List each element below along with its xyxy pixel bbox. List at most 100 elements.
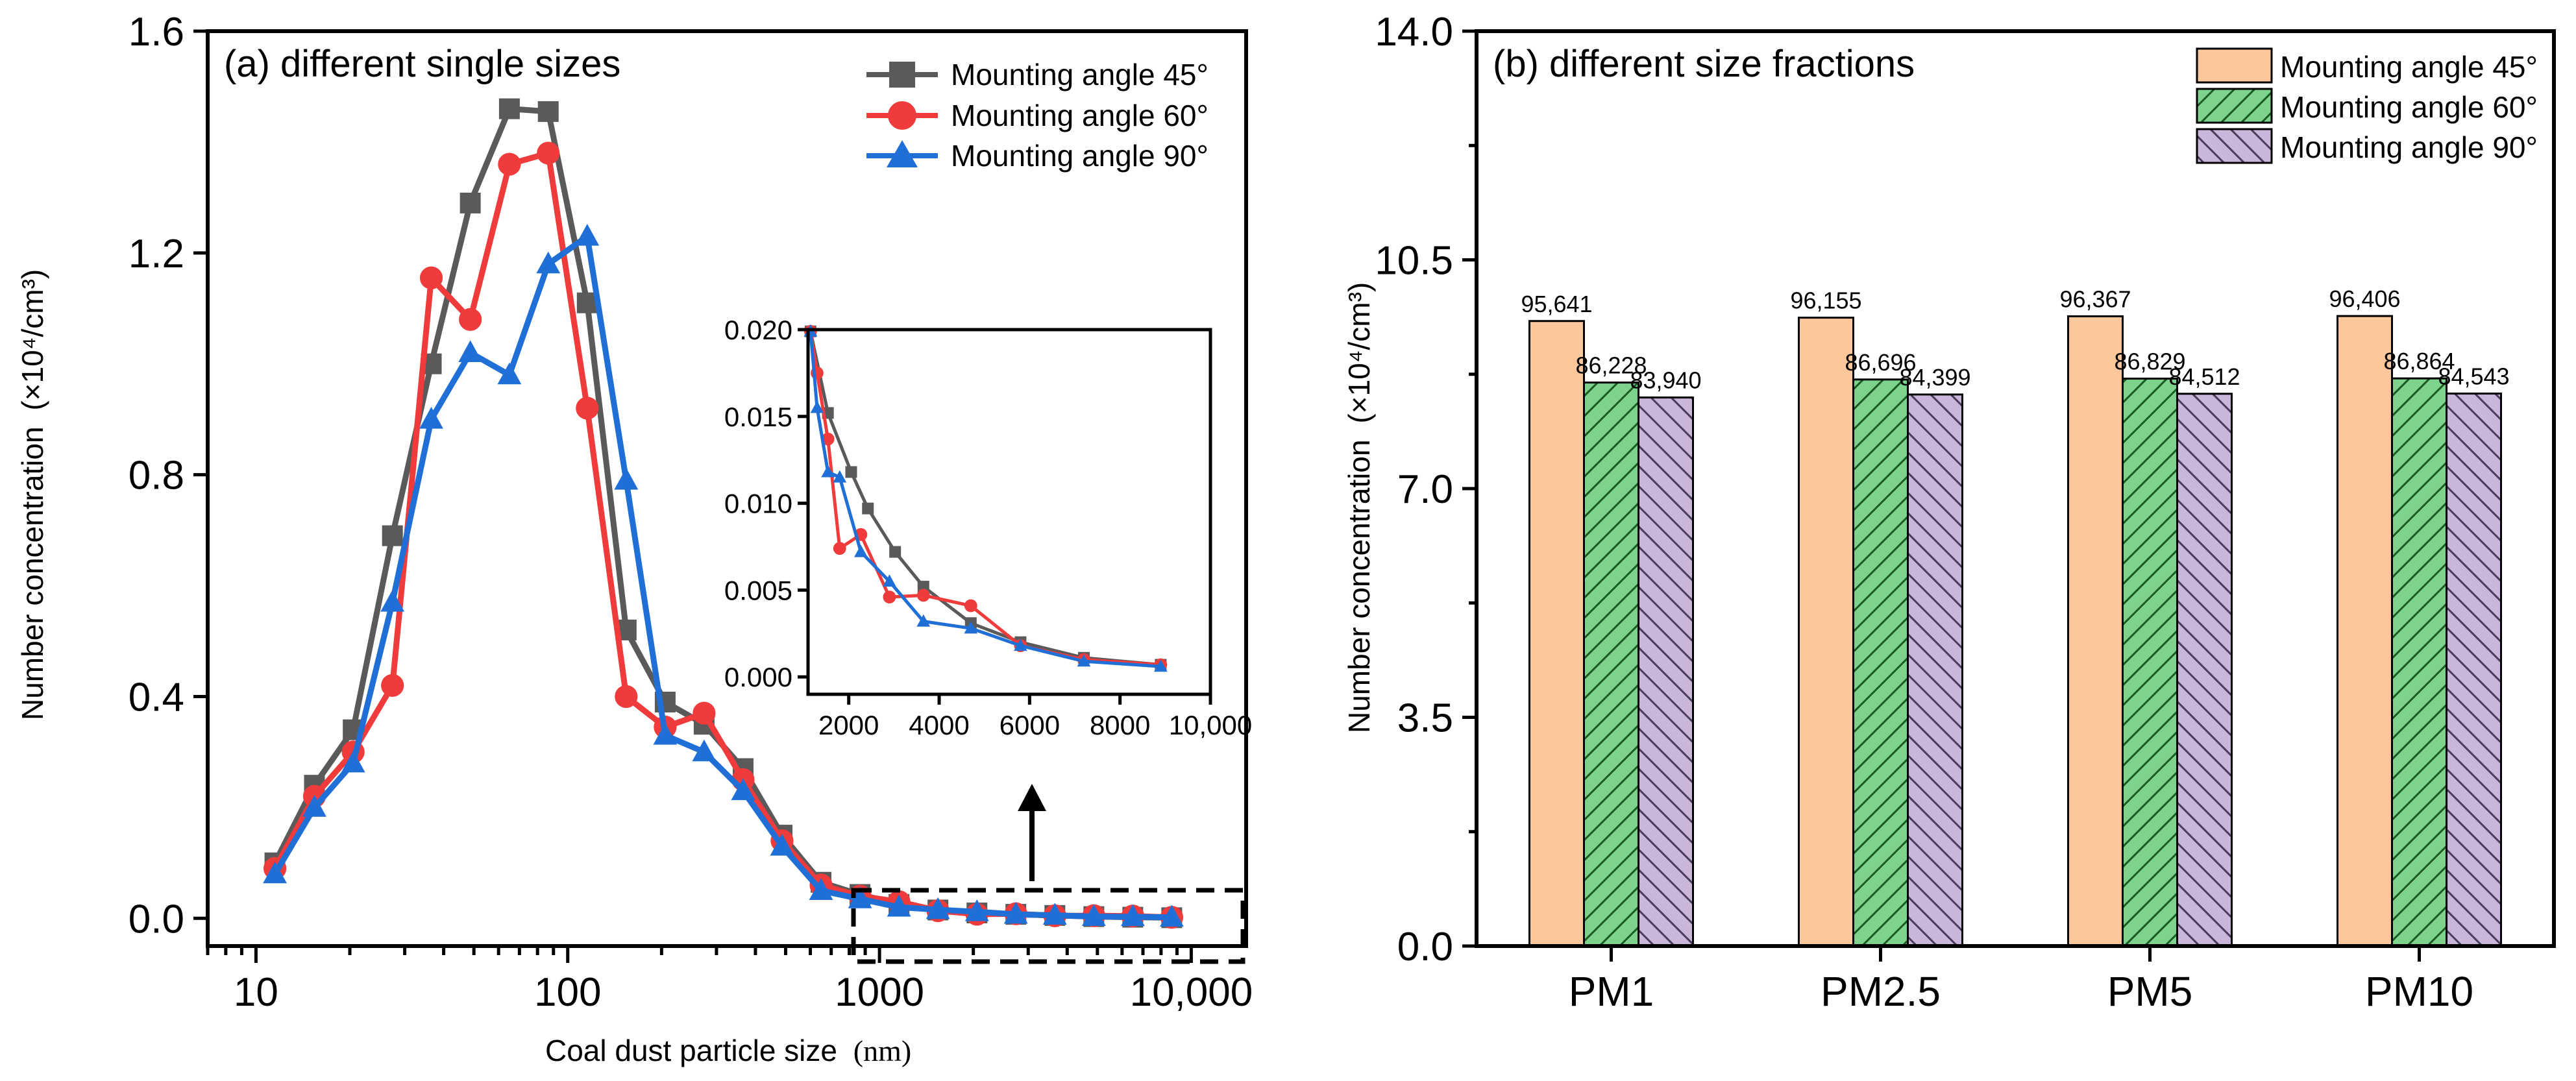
category-label-2: PM5 [2107,968,2193,1015]
bar-label-2-2: 84,512 [2168,363,2240,390]
bar-label-1-2: 86,829 [2114,348,2185,375]
panel-b-x-axis: PM1 PM2.5 PM5 PM10 [1569,946,2473,1015]
x-tick-label-a-3: 10,000 [1130,970,1253,1015]
inset-y-tick-label-2: 0.010 [724,489,792,519]
inset-x-tick-label-3: 8000 [1090,710,1150,740]
inset-point-1-3 [833,542,846,555]
inset-point-2-8 [1014,638,1027,651]
legend-swatch-90 [2196,128,2273,164]
legend-label-b-60: Mounting angle 60° [2280,90,2538,124]
square-marker-icon [889,62,915,88]
data-point-1-7 [537,141,560,165]
bar-label-1-1: 86,696 [1845,349,1916,376]
data-point-2-14 [809,878,833,900]
data-point-1-4 [419,266,443,289]
legend-item-b-60: Mounting angle 60° [2196,88,2538,124]
data-point-2-2 [341,750,365,773]
panel-a-xlabel-unit: (nm) [853,1034,911,1067]
bar-label-2-0: 83,940 [1630,367,1701,394]
panel-a-y-axis: 0.0 0.4 0.8 1.2 1.6 [129,10,208,941]
panel-a: 0.0 0.4 0.8 1.2 1.6 10 100 1000 10,000 (a) diff… [16,10,1253,1067]
bar-label-2-3: 84,543 [2438,363,2509,390]
data-point-2-20 [1042,903,1067,925]
data-point-1-3 [381,674,404,697]
inset-point-0-3 [862,502,874,515]
data-point-2-9 [614,467,639,490]
data-point-2-13 [770,833,794,856]
data-point-2-16 [887,894,911,917]
inset-point-1-7 [964,599,977,613]
data-point-2-6 [497,362,522,385]
bar-2-3 [2446,393,2502,947]
bar-0-0 [1528,320,1585,947]
bar-1-2 [2122,378,2178,947]
inset-series-layer [803,324,1168,672]
inset-x-tick-label-0: 2000 [818,710,879,740]
y-tick-label-b-0: 0.0 [1397,925,1453,969]
data-point-2-0 [263,861,287,884]
panel-a-ylabel-text: Number concentration [16,426,49,720]
panel-a-x-axis-title: Coal dust particle size (nm) [545,1034,911,1067]
bar-0-1 [1798,317,1854,947]
inset-point-2-4 [854,544,868,557]
legend-swatch-45 [2196,47,2273,84]
panel-a-ylabel-unit: (×10⁴/cm³) [16,269,49,411]
data-point-2-4 [419,406,443,429]
inset-series-line-0 [809,331,1161,666]
panel-a-legend: Mounting angle 45° Mounting angle 60° Mo… [866,58,1208,173]
data-point-2-12 [731,778,755,801]
bar-label-0-3: 96,406 [2329,285,2400,312]
data-point-2-8 [575,223,600,246]
data-point-2-19 [1003,901,1028,924]
inset-point-2-5 [883,574,896,587]
y-tick-label-a-4: 1.6 [129,10,184,55]
y-tick-label-b-4: 14.0 [1375,10,1453,55]
inset-y-tick-label-3: 0.015 [724,402,792,432]
data-point-2-5 [458,340,483,363]
y-tick-label-a-0: 0.0 [129,897,184,941]
panel-b-title: (b) different size fractions [1493,43,1915,85]
bar-label-0-1: 96,155 [1790,287,1861,314]
panel-a-title: (a) different single sizes [224,43,620,85]
bar-2-1 [1907,393,1963,947]
triangle-marker-icon [887,140,918,167]
legend-item-45: Mounting angle 45° [866,58,1208,91]
data-point-0-7 [537,101,559,122]
bar-0-3 [2337,315,2393,947]
inset-point-0-4 [889,546,902,558]
data-point-2-1 [302,795,326,817]
data-point-1-9 [615,685,638,709]
data-point-2-21 [1081,904,1106,926]
inset-y-tick-label-4: 0.020 [724,315,792,345]
inset-point-0-2 [845,466,857,478]
x-tick-label-a-2: 1000 [835,970,924,1015]
inset-x-tick-label-1: 4000 [909,710,969,740]
panel-a-series-layer [263,98,1184,929]
data-point-2-11 [692,739,717,762]
inset-point-2-3 [833,470,847,483]
inset-point-1-2 [821,432,835,446]
data-point-1-5 [459,308,482,331]
x-tick-label-a-0: 10 [234,970,278,1015]
bar-1-0 [1583,382,1639,947]
data-point-2-7 [536,251,561,274]
panel-a-plot-frame [206,29,1248,948]
data-point-1-11 [693,701,716,725]
data-point-2-23 [1160,905,1184,927]
inset-y-tick-label-1: 0.005 [724,575,792,605]
bar-label-1-0: 86,228 [1575,352,1647,379]
x-tick-label-a-1: 100 [534,970,601,1015]
inset-frame [806,328,1212,696]
panel-a-x-axis: 10 100 1000 10,000 [206,946,1253,1015]
inset-point-2-9 [1077,654,1091,667]
bar-0-2 [2067,315,2124,947]
inset-x-tick-label-2: 6000 [1000,710,1060,740]
data-point-2-10 [653,723,678,745]
panel-a-y-axis-title: Number concentration (×10⁴/cm³) [16,269,49,720]
data-point-0-3 [382,525,403,546]
y-tick-label-a-3: 1.2 [129,232,184,276]
legend-label-b-45: Mounting angle 45° [2280,50,2538,84]
